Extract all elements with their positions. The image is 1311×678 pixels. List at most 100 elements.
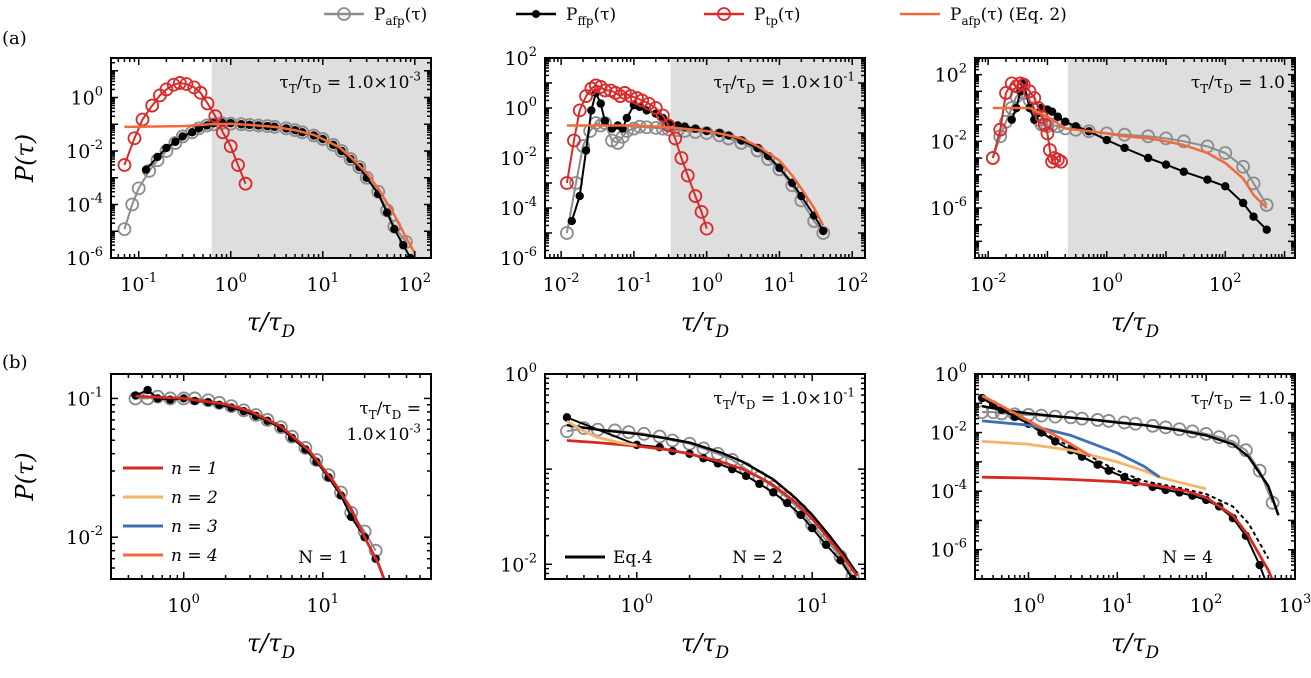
data-point [343,152,358,166]
series-group [975,393,1280,603]
data-point [1050,152,1065,167]
y-tick-label: 10-2 [500,145,537,170]
data-point [788,178,797,188]
y-tick-label: 10-2 [930,420,967,445]
data-point [1236,159,1251,174]
y-tick-label: 10-6 [930,195,967,220]
data-point [1268,595,1276,603]
data-point [648,101,663,115]
x-tick-label: 101 [307,271,339,296]
series-line-P-afp-Eq-2 [566,124,825,227]
n-legend-label-4: n = 4 [171,546,218,566]
data-point [560,176,574,190]
legend-label-3: Pafp​(τ) (Eq. 2) [950,5,1067,28]
data-point [352,160,367,175]
annotation-line-2: 1.0×10-3​ [346,421,421,445]
data-point [674,151,689,165]
data-point [622,113,632,123]
data-point [755,479,764,489]
series-group [560,413,860,579]
y-tick-label: 10-1 [66,385,103,410]
data-point [1176,134,1191,149]
series-group [985,76,1274,234]
data-point [848,574,857,579]
x-tick-label: 10-2 [970,271,1007,296]
data-point [306,128,321,143]
data-point [298,441,313,455]
data-point [993,122,1008,137]
legend-label-1: Pffp​(τ) [566,5,616,28]
data-point [141,165,151,174]
data-point [145,98,160,113]
data-point [1221,182,1230,191]
y-tick-label: 102 [935,62,967,87]
data-point [171,137,180,147]
data-point [131,181,146,196]
legend-item-1: Pffp​(τ) [516,5,616,28]
data-point [193,85,208,100]
data-point [572,103,587,118]
data-point [1255,560,1264,570]
data-point [635,93,650,108]
x-tick-label: 100 [167,592,199,617]
y-tick-label: 100 [71,85,103,110]
data-point [560,226,574,240]
x-axis-label: τ/τD​ [1111,308,1160,341]
data-point [117,158,132,172]
data-point [699,221,714,236]
chart-a1: 10-2 10-1 100 101 102 10-6 10-4 10-2 100 102 τ/τD​… [500,45,868,341]
x-axis-label: τ/τD​ [247,629,296,662]
data-point [172,76,187,90]
data-point [562,413,572,422]
y-axis-label: P(τ) [11,452,39,501]
data-point [1259,198,1274,212]
data-point [1047,107,1057,116]
y-tick-label: 10-4 [500,195,537,220]
data-point [821,540,831,550]
data-point [567,216,576,226]
series-line-n-1 [566,439,859,577]
data-point [1249,212,1258,221]
data-point [600,116,610,126]
legend: Pafp​(τ) Pffp​(τ) Ptp​(τ) Pafp​(τ) (Eq. 2) [324,5,1067,28]
data-point [1009,79,1024,94]
axes-frame [110,57,432,259]
data-point [187,128,197,137]
series-line-n-1 [135,394,386,579]
x-tick-label: 102 [399,271,431,296]
series-group [117,76,416,258]
data-point [1159,131,1173,146]
n-legend-label-2: n = 2 [171,488,218,508]
data-point [1179,167,1189,176]
data-point [1061,117,1070,126]
legend-marker [337,7,351,21]
y-tick-label: 10-4 [66,192,103,217]
data-point [223,139,238,154]
data-point [627,121,641,136]
data-point [231,158,245,172]
y-tick-label: 10-6 [500,245,537,270]
series-line-n-2 [566,419,637,447]
y-tick-label: 10-2 [66,138,103,163]
y-tick-label: 10-2 [930,128,967,153]
data-point [1040,126,1055,141]
data-point [248,408,263,422]
y-tick-label: 10-6 [66,245,103,270]
eq-legend-label: Eq.4 [613,548,653,568]
data-point [782,498,792,508]
data-point [741,471,751,481]
legend-marker [717,7,731,21]
x-tick-label: 100 [1090,271,1122,296]
data-point [117,222,132,237]
data-point [215,125,230,140]
annotation-line-1: τT​/τD​ = [359,399,421,422]
series-line-P-afp-Eq-2 [992,106,1268,209]
x-tick-label: 102 [836,271,868,296]
data-point [309,453,324,467]
data-point [153,152,162,162]
x-tick-label: 100 [621,592,653,617]
y-tick-label: 100 [935,361,967,386]
data-point [125,197,140,212]
legend-marker [532,10,540,18]
